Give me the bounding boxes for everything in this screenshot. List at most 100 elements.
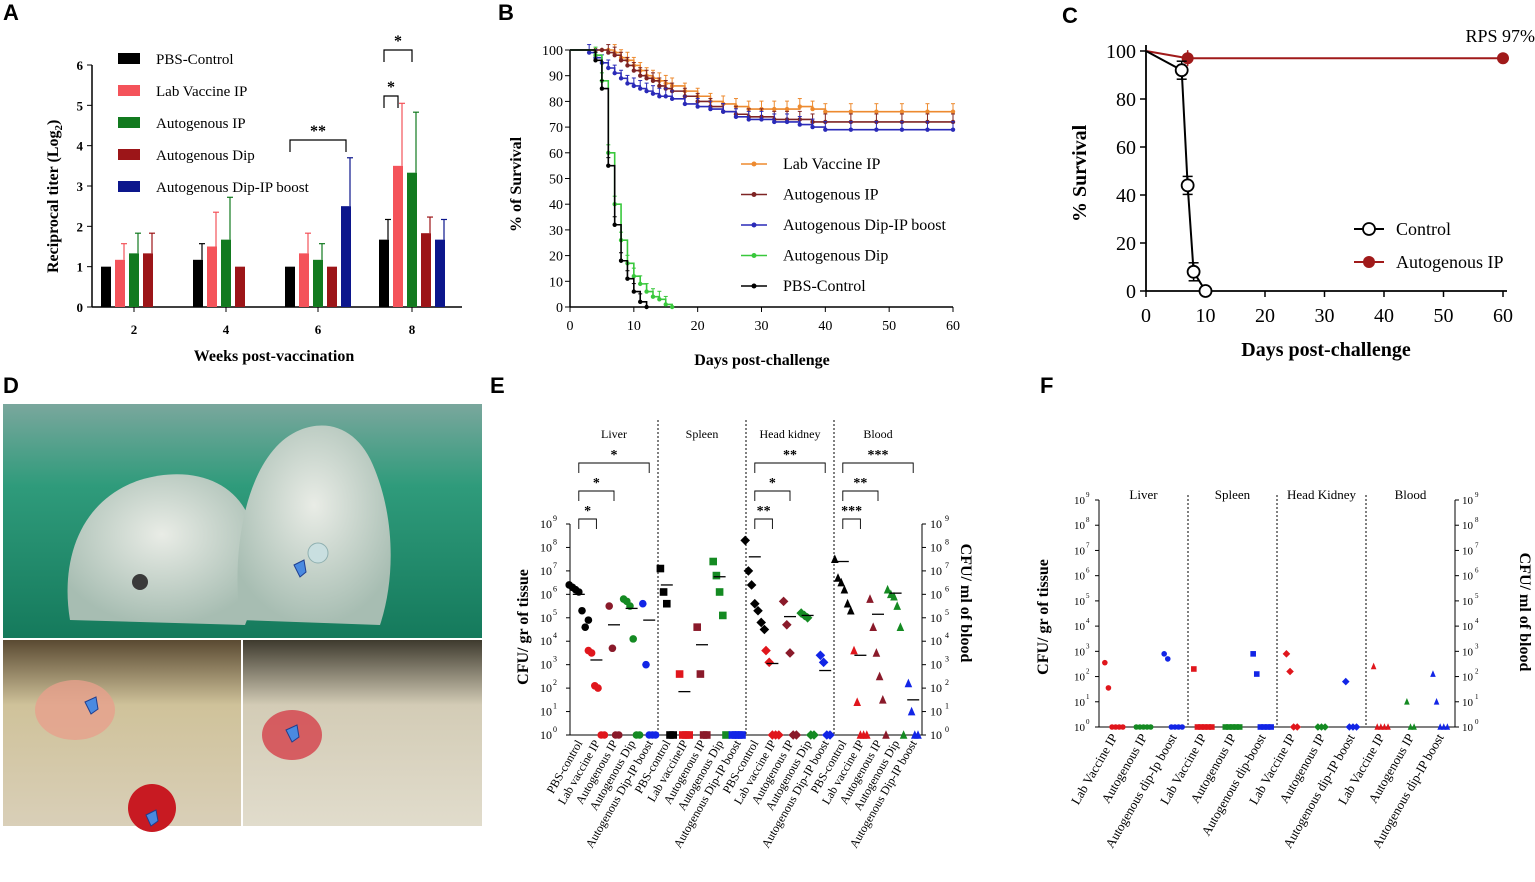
data-point	[1147, 724, 1154, 730]
bar	[101, 266, 111, 307]
y-tick-label: 10	[549, 275, 563, 290]
x-tick-label: 30	[755, 319, 769, 334]
data-point	[631, 83, 637, 89]
y-tick-exponent: 5	[1475, 592, 1479, 600]
y-tick-exponent: 4	[553, 631, 557, 640]
y-tick-exponent: 4	[1475, 617, 1479, 625]
data-point	[1430, 670, 1436, 677]
y-tick-label: 10	[1462, 571, 1474, 583]
data-point	[823, 109, 828, 114]
data-point	[1444, 723, 1451, 730]
data-point	[809, 730, 819, 740]
panel-c-survival-chart: 0 20 40 60 80 100 0 10 20 30 40 50 60 RPS 97% Control A…	[1069, 26, 1535, 361]
data-point	[1198, 724, 1204, 730]
bar	[207, 246, 217, 307]
data-point	[1250, 651, 1256, 657]
data-point	[847, 605, 855, 615]
y-tick-exponent: 3	[553, 655, 557, 664]
panel-b-survival-chart: 0 10 20 30 40 50 60 70 80 90 100 0 10 20 30 40 50 60 Lab V…	[508, 44, 960, 369]
y-tick-exponent: 0	[553, 725, 557, 734]
y-axis-label: % of Survival	[508, 136, 525, 232]
y-tick-exponent: 1	[553, 702, 557, 711]
legend-label: Autogenous IP	[783, 187, 879, 204]
y-tick-exponent: 9	[1475, 491, 1479, 499]
y-tick-exponent: 1	[1475, 693, 1479, 701]
data-point	[659, 588, 668, 596]
data-point	[1381, 723, 1388, 730]
data-point	[896, 622, 905, 631]
x-tick-label: 50	[882, 319, 896, 334]
y-tick-label: 10	[540, 611, 552, 625]
data-point	[883, 584, 892, 594]
bar	[421, 233, 431, 307]
y-tick-label: 10	[1462, 596, 1474, 608]
y-tick-exponent: 6	[1475, 567, 1479, 575]
arrow-marker-icon	[293, 559, 307, 578]
data-point	[1120, 724, 1126, 730]
y-tick-label: 3	[77, 179, 84, 194]
significance-label: **	[757, 504, 771, 519]
data-point	[843, 598, 852, 608]
data-point	[834, 573, 842, 582]
y-tick-label: 10	[1074, 495, 1086, 507]
y-tick-label: 10	[540, 587, 552, 601]
legend-swatch	[118, 149, 140, 160]
y-tick-label: 0	[1126, 281, 1136, 303]
bar	[299, 253, 309, 307]
data-point	[743, 566, 754, 576]
data-point	[1261, 724, 1267, 730]
data-point	[890, 591, 898, 601]
x-tick-label: 4	[223, 322, 230, 337]
legend-label: Autogenous IP	[1396, 252, 1504, 272]
arrow-marker-icon	[285, 724, 300, 743]
data-point	[1268, 724, 1274, 730]
data-point	[1201, 724, 1208, 730]
data-point	[872, 648, 881, 657]
data-point	[874, 109, 879, 114]
y-tick-exponent: 9	[945, 514, 949, 523]
group-label: Head kidney	[760, 427, 821, 441]
data-point	[663, 94, 668, 99]
significance-label: *	[611, 448, 618, 463]
survival-line	[1145, 50, 1207, 292]
data-point	[1194, 724, 1201, 730]
data-point	[778, 596, 789, 607]
y-tick-exponent: 0	[945, 725, 949, 734]
y-tick-exponent: 3	[1086, 642, 1090, 650]
y-tick-exponent: 2	[1475, 668, 1479, 676]
y-tick-label: 70	[549, 121, 563, 136]
data-point	[606, 65, 611, 71]
arrow-marker-icon	[145, 809, 159, 827]
y-tick-label: 10	[1074, 697, 1086, 709]
x-tick-label: 20	[1255, 305, 1275, 327]
data-point	[848, 109, 854, 114]
data-point	[1179, 724, 1185, 730]
panel-label-b: B	[498, 0, 514, 25]
group-label: Blood	[1395, 487, 1427, 502]
data-point	[1209, 724, 1215, 730]
y-tick-label: 10	[540, 658, 552, 672]
significance-bracket	[754, 462, 826, 473]
y-tick-label: 0	[556, 301, 563, 316]
data-point	[1264, 724, 1271, 730]
legend-marker	[751, 283, 757, 289]
x-tick-label: 6	[315, 322, 322, 337]
y-tick-label: 10	[930, 705, 942, 719]
y-tick-label: 10	[1074, 722, 1086, 734]
data-point	[712, 571, 721, 580]
y-tick-label: 10	[1462, 621, 1474, 633]
x-tick-label: 40	[1374, 305, 1394, 327]
y-tick-exponent: 5	[945, 608, 949, 617]
significance-bracket	[383, 95, 399, 108]
significance-label: **	[853, 476, 867, 491]
data-point	[644, 88, 649, 94]
data-point	[738, 731, 746, 739]
data-point	[695, 104, 700, 109]
data-point	[925, 109, 930, 114]
panel-a-bar-chart: 0 1 2 3 4 5 6 2 4 6 8 PBS-Control Lab Vaccine IP Auto…	[45, 33, 462, 365]
data-point	[1321, 723, 1329, 731]
y-tick-exponent: 9	[1086, 491, 1090, 499]
data-point	[869, 622, 877, 631]
data-point	[791, 730, 802, 740]
